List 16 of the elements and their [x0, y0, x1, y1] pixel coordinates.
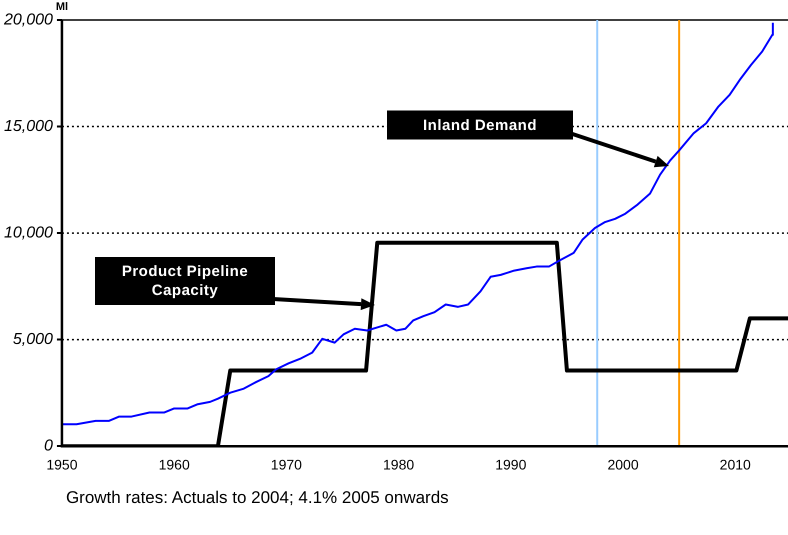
x-tick-label: 2000 — [607, 456, 639, 472]
x-tick-label: 1960 — [158, 456, 190, 472]
y-tick-label: 0 — [44, 438, 54, 455]
x-tick-label: 1990 — [495, 456, 527, 472]
y-tick-label: 5,000 — [12, 331, 54, 348]
text: Growth rates: Actuals to 2004; 4.1% 2005 onwards — [66, 488, 449, 508]
y-tick-label: 10,000 — [4, 224, 54, 242]
y-axis-title: Ml — [56, 1, 68, 13]
x-tick-label: 2010 — [720, 456, 752, 472]
y-tick-label: 15,000 — [4, 118, 54, 136]
x-tick-label: 1970 — [270, 456, 302, 472]
annotation: Product Pipeline Capacity — [95, 257, 275, 305]
annotation: Inland Demand — [387, 110, 573, 140]
x-tick-label: 1950 — [46, 456, 78, 472]
y-tick-label: 20,000 — [3, 11, 54, 28]
x-tick-label: 1980 — [383, 456, 414, 472]
